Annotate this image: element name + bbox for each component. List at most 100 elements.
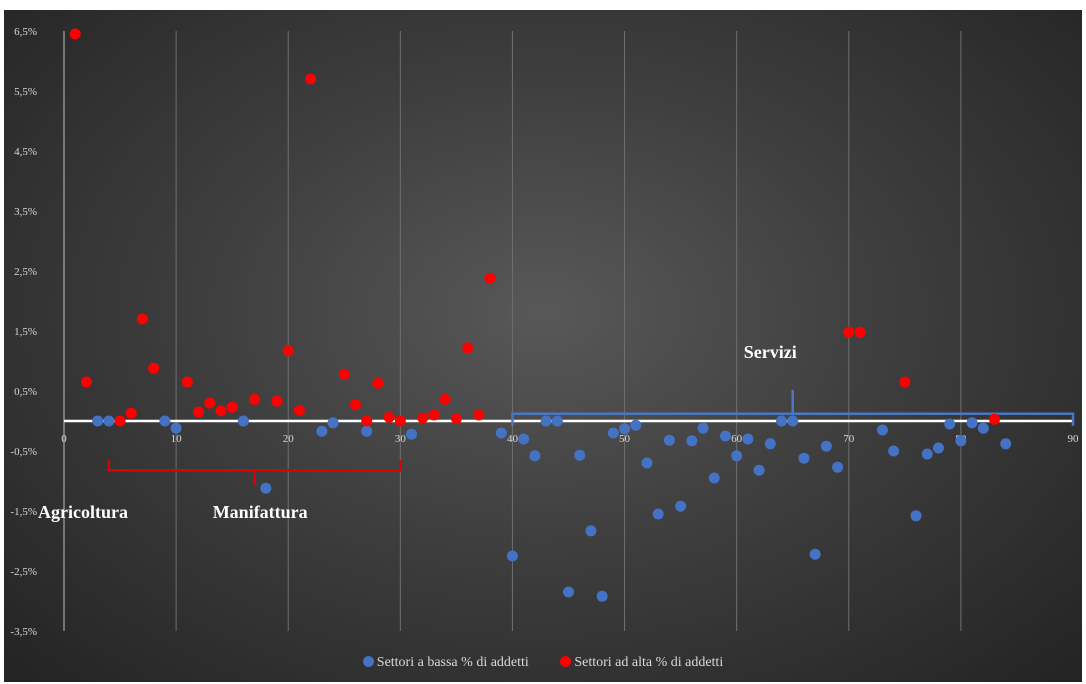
low-share-point <box>832 461 844 473</box>
low-share-point <box>596 590 608 602</box>
low-share-point <box>977 422 989 434</box>
x-tick-label: 10 <box>171 433 183 445</box>
low-share-point <box>731 450 743 462</box>
y-tick-label: -1,5% <box>10 506 37 518</box>
y-tick-label: -0,5% <box>10 446 37 458</box>
y-tick-label: -3,5% <box>10 626 37 638</box>
x-tick-label: 70 <box>843 433 855 445</box>
y-tick-label: 0,5% <box>14 386 37 398</box>
low-share-point <box>955 435 967 447</box>
low-share-point <box>876 424 888 436</box>
low-share-point <box>159 415 171 427</box>
low-share-point <box>506 550 518 562</box>
high-share-point <box>204 397 216 409</box>
x-tick-label: 20 <box>283 433 295 445</box>
low-share-point <box>910 510 922 522</box>
scatter-chart: 6,5% 5,5% 4,5% 3,5% 2,5% 1,5% 0,5% -0,5% -1,5% -2… <box>10 26 1079 638</box>
servizi-label: Servizi <box>744 342 797 362</box>
high-share-point <box>80 376 92 388</box>
high-share-point <box>349 399 361 411</box>
y-tick-label: 2,5% <box>14 266 37 278</box>
legend-dot-low <box>362 656 374 667</box>
high-share-point <box>193 406 205 418</box>
low-share-point <box>809 548 821 560</box>
low-share-point <box>652 508 664 520</box>
agricoltura-label: Agricoltura <box>38 502 128 522</box>
low-share-point <box>585 525 597 537</box>
y-tick-label: 5,5% <box>14 86 37 98</box>
low-share-point <box>316 425 328 437</box>
low-share-point <box>237 415 249 427</box>
low-share-point <box>663 434 675 446</box>
high-share-point <box>114 415 126 427</box>
low-share-point <box>921 448 933 460</box>
low-share-point <box>551 415 563 427</box>
high-share-point <box>417 412 429 424</box>
axis-layer: 6,5% 5,5% 4,5% 3,5% 2,5% 1,5% 0,5% -0,5% -1,5% -2… <box>10 26 1079 638</box>
low-share-point <box>742 433 754 445</box>
low-share-point <box>92 415 104 427</box>
low-share-point <box>170 422 182 434</box>
high-share-point <box>282 345 294 357</box>
high-share-point <box>125 407 137 419</box>
low-share-point <box>641 457 653 469</box>
low-share-point <box>103 415 115 427</box>
x-tick-label: 40 <box>507 433 519 445</box>
high-share-point <box>450 413 462 425</box>
high-share-point <box>462 342 474 354</box>
low-share-point <box>260 482 272 494</box>
low-share-point <box>361 425 373 437</box>
manifattura-label: Manifattura <box>213 502 308 522</box>
low-share-point <box>776 415 788 427</box>
legend-label-high: Settori ad alta % di addetti <box>574 655 724 670</box>
legend-label-low: Settori a bassa % di addetti <box>376 655 529 670</box>
low-share-point <box>563 586 574 598</box>
bracket-layer <box>107 389 1075 486</box>
low-share-point <box>966 417 978 429</box>
low-share-point <box>944 418 956 430</box>
x-tick-label: 60 <box>731 433 743 445</box>
high-share-point <box>305 73 317 85</box>
x-tick-label: 0 <box>61 433 67 445</box>
high-share-point <box>249 393 261 405</box>
low-share-point <box>574 449 586 461</box>
y-tick-label: 3,5% <box>14 206 37 218</box>
high-share-point <box>428 409 440 421</box>
high-share-point <box>484 272 496 284</box>
servizi-bracket <box>511 389 1075 426</box>
low-share-point <box>820 440 832 452</box>
legend-item-low: Settori a bassa % di addetti <box>362 655 529 671</box>
low-share-point <box>888 445 900 457</box>
y-tick-label: 1,5% <box>14 326 37 338</box>
high-share-point <box>226 401 238 413</box>
x-tick-label: 30 <box>395 433 407 445</box>
high-share-point <box>372 377 384 389</box>
high-share-point <box>293 404 305 416</box>
high-share-point <box>439 393 451 405</box>
legend: Settori a bassa % di addetti Settori ad … <box>4 655 1082 671</box>
low-share-point <box>540 415 552 427</box>
manifattura-bracket <box>107 460 402 486</box>
high-share-point <box>989 413 1001 425</box>
high-share-point <box>394 415 406 427</box>
x-tick-label: 50 <box>619 433 631 445</box>
high-share-point <box>136 313 148 325</box>
low-share-point <box>327 417 339 429</box>
low-share-point <box>1000 438 1012 450</box>
y-tick-label: -2,5% <box>10 566 37 578</box>
low-share-point <box>675 500 687 512</box>
low-share-point <box>518 433 530 445</box>
high-share-point <box>854 326 866 338</box>
low-share-point <box>753 464 765 476</box>
x-tick-label: 90 <box>1068 433 1080 445</box>
low-share-point <box>798 452 810 464</box>
low-share-point <box>529 450 541 462</box>
low-share-point <box>686 435 698 447</box>
low-share-point <box>708 472 720 484</box>
high-share-point <box>899 376 911 388</box>
y-tick-label: 4,5% <box>14 146 37 158</box>
low-share-point <box>495 427 507 439</box>
chart-frame: 6,5% 5,5% 4,5% 3,5% 2,5% 1,5% 0,5% -0,5% -1,5% -2… <box>4 10 1082 682</box>
high-share-point <box>181 376 193 388</box>
legend-dot-high <box>560 656 572 667</box>
